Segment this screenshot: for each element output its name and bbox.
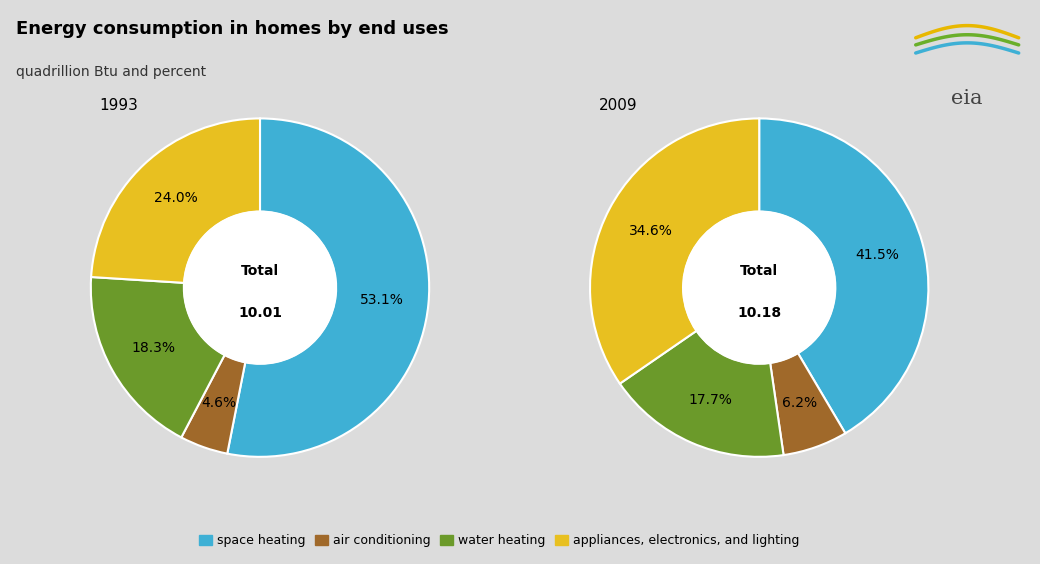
Text: 4.6%: 4.6% [202, 396, 237, 411]
Text: 34.6%: 34.6% [628, 223, 673, 237]
Text: 6.2%: 6.2% [782, 396, 817, 411]
Wedge shape [759, 118, 929, 433]
Circle shape [683, 212, 835, 364]
Wedge shape [228, 118, 430, 457]
Text: 17.7%: 17.7% [688, 393, 732, 407]
Text: Total: Total [241, 264, 279, 277]
Text: Total: Total [740, 264, 778, 277]
Text: 18.3%: 18.3% [131, 341, 175, 355]
Text: Energy consumption in homes by end uses: Energy consumption in homes by end uses [16, 20, 448, 38]
Wedge shape [620, 331, 783, 457]
Wedge shape [90, 277, 225, 438]
Text: 41.5%: 41.5% [856, 248, 900, 262]
Text: 53.1%: 53.1% [360, 293, 404, 307]
Text: 10.01: 10.01 [238, 306, 282, 320]
Text: 10.18: 10.18 [737, 306, 781, 320]
Wedge shape [771, 353, 846, 455]
Circle shape [184, 212, 336, 364]
Text: 1993: 1993 [99, 98, 138, 113]
Wedge shape [92, 118, 260, 283]
Text: eia: eia [952, 89, 983, 108]
Text: quadrillion Btu and percent: quadrillion Btu and percent [16, 65, 206, 79]
Legend: space heating, air conditioning, water heating, appliances, electronics, and lig: space heating, air conditioning, water h… [194, 529, 804, 552]
Text: 24.0%: 24.0% [154, 191, 198, 205]
Text: 2009: 2009 [598, 98, 638, 113]
Wedge shape [181, 355, 245, 453]
Wedge shape [590, 118, 759, 384]
